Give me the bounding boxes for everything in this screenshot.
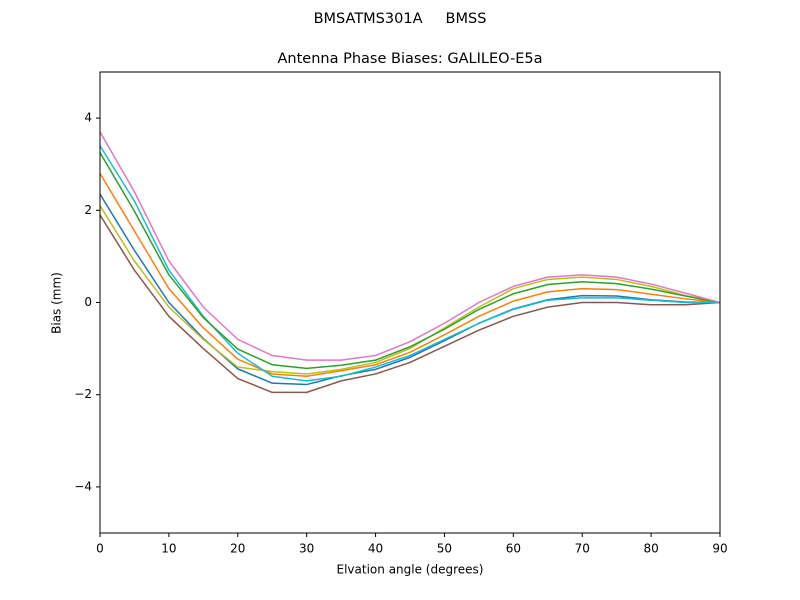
series-line: [99, 214, 721, 394]
x-tick-label: 40: [368, 542, 383, 556]
y-tick-label: 0: [84, 295, 92, 309]
x-axis-label: Elvation angle (degrees): [337, 563, 484, 577]
x-tick-label: 50: [437, 542, 452, 556]
y-tick-label: 4: [84, 111, 92, 125]
x-tick-label: 10: [161, 542, 176, 556]
y-tick-label: 2: [84, 203, 92, 217]
x-tick-label: 60: [506, 542, 521, 556]
x-tick-label: 70: [575, 542, 590, 556]
x-tick-label: 30: [299, 542, 314, 556]
x-tick-label: 90: [712, 542, 727, 556]
plot-frame: [99, 71, 721, 534]
series-line: [99, 131, 721, 361]
suptitle: BMSATMS301A BMSS: [314, 11, 487, 27]
x-tick-label: 20: [230, 542, 245, 556]
x-tick-label: 80: [643, 542, 658, 556]
y-tick-label: −2: [74, 387, 92, 401]
series-line: [99, 173, 721, 378]
chart-title: Antenna Phase Biases: GALILEO-E5a: [278, 51, 543, 67]
series-line: [99, 205, 721, 375]
series-line: [99, 152, 721, 370]
x-tick-label: 0: [96, 542, 104, 556]
series-line: [99, 145, 720, 382]
y-tick-label: −4: [74, 479, 92, 493]
y-axis-label: Bias (mm): [50, 272, 64, 334]
